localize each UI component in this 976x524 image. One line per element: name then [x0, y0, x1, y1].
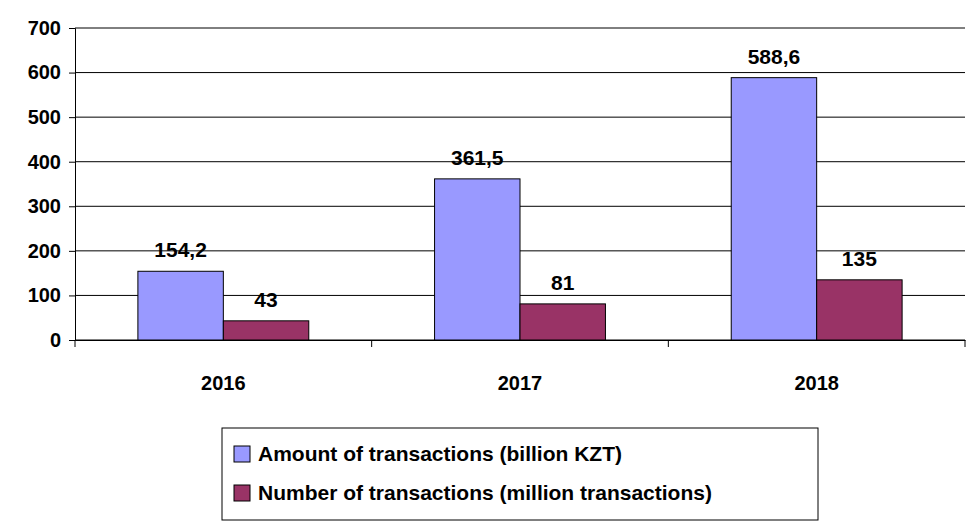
data-label: 135 [842, 247, 877, 270]
tick: 2017 [498, 340, 543, 394]
category-separator [371, 340, 372, 347]
grid-line [75, 117, 965, 118]
tick-label: 2017 [498, 372, 543, 394]
tick-label: 2016 [201, 372, 246, 394]
data-label: 361,5 [451, 146, 504, 169]
tick-mark [69, 295, 75, 296]
tick-mark [69, 117, 75, 118]
tick-label: 700 [28, 17, 61, 39]
bar [731, 78, 816, 340]
chart: 0 100 200 300 400 500 600 700 2016 2017 2018 154,2 3… [0, 0, 976, 524]
y-axis: 0 100 200 300 400 500 600 700 [28, 17, 76, 351]
legend-label: Amount of transactions (billion KZT) [258, 442, 622, 465]
category-separator [965, 340, 966, 347]
legend-label: Number of transactions (million transact… [258, 481, 712, 504]
tick-mark [69, 73, 75, 74]
tick-mark [69, 340, 75, 341]
legend-box [222, 428, 818, 520]
data-label: 588,6 [748, 45, 801, 68]
bars [138, 78, 902, 340]
data-label: 81 [551, 271, 575, 294]
tick: 2016 [201, 340, 246, 394]
data-labels: 154,2 361,5 588,6 43 81 135 [154, 45, 877, 311]
tick: 0 [50, 329, 75, 351]
tick: 2018 [794, 340, 839, 394]
tick: 700 [28, 17, 75, 39]
tick: 600 [28, 61, 75, 83]
y-axis-line [69, 29, 76, 341]
x-axis-line [76, 340, 966, 341]
tick-label: 0 [50, 329, 61, 351]
tick-label: 400 [28, 151, 61, 173]
tick-mark [69, 28, 75, 29]
grid-line [75, 72, 965, 73]
data-label: 154,2 [154, 238, 207, 261]
tick: 100 [28, 284, 75, 306]
x-axis: 2016 2017 2018 [76, 340, 966, 394]
tick: 200 [28, 240, 75, 262]
grid-line [75, 28, 965, 29]
bar [817, 280, 902, 340]
bar [223, 321, 308, 340]
tick-label: 600 [28, 61, 61, 83]
tick-label: 100 [28, 284, 61, 306]
grid-line [75, 161, 965, 162]
category-separator [75, 340, 76, 347]
tick-label: 300 [28, 195, 61, 217]
legend-swatch [234, 446, 250, 462]
tick: 300 [28, 195, 75, 217]
legend-swatch [234, 485, 250, 501]
tick-label: 2018 [794, 372, 839, 394]
tick-mark [69, 206, 75, 207]
data-label: 43 [254, 288, 277, 311]
category-separators [75, 340, 965, 347]
bar [435, 179, 520, 340]
bar [520, 304, 605, 340]
tick: 400 [28, 151, 75, 173]
tick-mark [69, 251, 75, 252]
category-separator [668, 340, 669, 347]
grid [75, 28, 965, 340]
legend: Amount of transactions (billion KZT) Numb… [222, 428, 818, 520]
bar [138, 271, 223, 340]
tick: 500 [28, 106, 75, 128]
tick-label: 200 [28, 240, 61, 262]
tick-label: 500 [28, 106, 61, 128]
tick-mark [69, 162, 75, 163]
